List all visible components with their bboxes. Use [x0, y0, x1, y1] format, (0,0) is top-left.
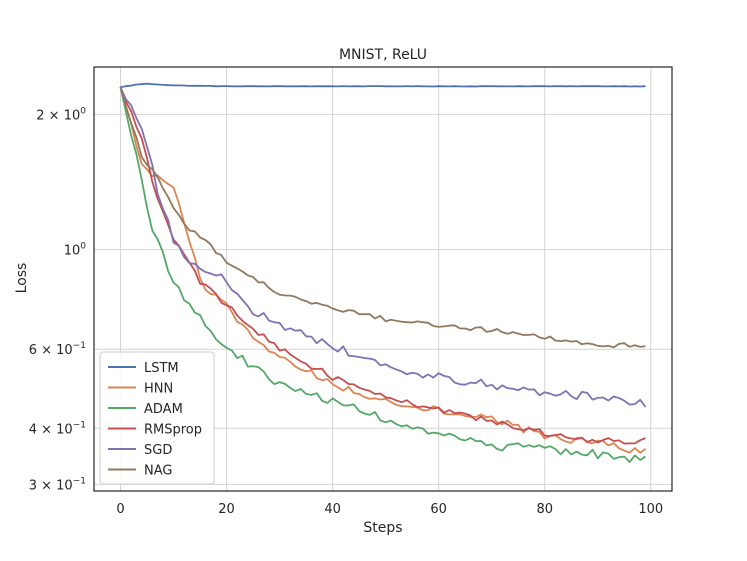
legend-label-hnn: HNN	[144, 382, 173, 397]
plot-frame	[93, 66, 673, 492]
y-tick-label: 3 × 10−1	[29, 476, 86, 493]
y-tick-label: 2 × 100	[36, 106, 86, 123]
legend-box	[99, 351, 215, 485]
series-line-hnn	[119, 86, 647, 454]
legend-label-lstm: LSTM	[144, 361, 179, 376]
series-lines	[119, 82, 647, 463]
y-tick-label: 100	[64, 242, 87, 259]
legend-label-nag: NAG	[144, 464, 172, 479]
x-tick-label: 80	[536, 502, 553, 517]
series-line-rmsprop	[119, 86, 646, 445]
x-tick-label: 20	[218, 502, 235, 517]
x-tick-label: 60	[430, 502, 447, 517]
x-tick-label: 0	[116, 502, 124, 517]
x-axis-label: Steps	[363, 520, 402, 536]
series-line-sgd	[119, 86, 647, 408]
legend-label-rmsprop: RMSprop	[144, 423, 202, 438]
legend: LSTM HNN ADAM RMSprop SGD NAG	[99, 351, 215, 485]
series-line-adam	[119, 86, 647, 463]
y-tick-label: 6 × 10−1	[29, 341, 86, 358]
x-tick-label: 100	[638, 502, 663, 517]
legend-label-sgd: SGD	[144, 443, 172, 458]
x-tick-label: 40	[324, 502, 341, 517]
chart-title: MNIST, ReLU	[339, 47, 427, 63]
series-line-lstm	[120, 82, 646, 88]
legend-label-adam: ADAM	[144, 402, 183, 417]
y-axis-ticks: 2 × 100 100 6 × 10−1 4 × 10−1 3 × 10−1	[29, 106, 87, 493]
y-tick-label: 4 × 10−1	[29, 420, 86, 437]
x-axis-ticks: 0 20 40 60 80 100	[116, 502, 663, 517]
y-axis-label: Loss	[14, 263, 30, 294]
series-line-nag	[119, 86, 646, 349]
